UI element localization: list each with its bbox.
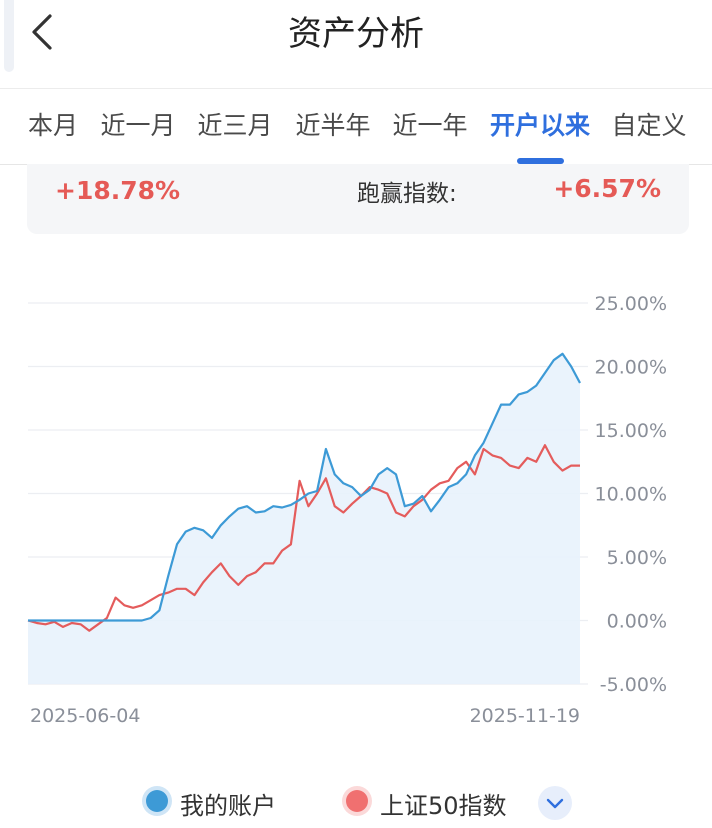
account-series-line xyxy=(28,352,581,622)
page-title: 资产分析 xyxy=(288,14,424,54)
tab-custom[interactable]: 自定义 xyxy=(611,111,687,140)
back-button[interactable] xyxy=(18,8,68,58)
y-tick-label: 20.00% xyxy=(595,357,667,379)
y-axis-labels: 25.00% 20.00% 15.00% 10.00% 5.00% 0.00% -5.00% xyxy=(595,293,667,696)
account-legend-dot xyxy=(146,790,168,812)
x-end-label: 2025-11-19 xyxy=(470,705,580,727)
y-tick-label: -5.00% xyxy=(600,674,667,696)
tab-last-month[interactable]: 近一月 xyxy=(100,111,176,140)
y-tick-label: 10.00% xyxy=(595,484,667,506)
tab-since-opening[interactable]: 开户以来 xyxy=(489,111,590,140)
x-start-label: 2025-06-04 xyxy=(30,705,140,727)
tab-this-month[interactable]: 本月 xyxy=(27,111,78,140)
legend-expand-button[interactable] xyxy=(538,786,572,820)
return-value: +18.78% xyxy=(55,176,181,205)
y-tick-label: 15.00% xyxy=(595,420,667,442)
index-legend-dot xyxy=(346,790,368,812)
y-tick-label: 5.00% xyxy=(607,547,667,569)
y-tick-label: 25.00% xyxy=(595,293,667,315)
return-chart: 25.00% 20.00% 15.00% 10.00% 5.00% 0.00% -5.00%… xyxy=(27,293,667,727)
tab-last-half-year[interactable]: 近半年 xyxy=(295,111,371,140)
scroll-indicator xyxy=(4,0,14,72)
chevron-left-icon xyxy=(32,14,52,50)
period-tabs: 本月 近一月 近三月 近半年 近一年 开户以来 自定义 xyxy=(0,88,712,165)
beat-index-value: +6.57% xyxy=(553,174,661,203)
legend-item-index[interactable]: 上证50指数 xyxy=(380,792,507,820)
beat-index-label: 跑赢指数: xyxy=(357,181,457,207)
index-series-line xyxy=(27,444,580,632)
y-tick-label: 0.00% xyxy=(607,611,667,633)
tab-last-year[interactable]: 近一年 xyxy=(392,111,468,140)
chart-legend: 我的账户 上证50指数 xyxy=(0,782,712,822)
legend-item-account[interactable]: 我的账户 xyxy=(180,792,276,820)
active-tab-indicator xyxy=(517,158,564,164)
account-area-fill xyxy=(28,353,580,684)
summary-card: +18.78% 跑赢指数: +6.57% xyxy=(27,164,689,234)
tab-last-three-months[interactable]: 近三月 xyxy=(197,111,273,140)
chevron-down-icon xyxy=(546,798,564,809)
header: 资产分析 xyxy=(0,0,712,89)
